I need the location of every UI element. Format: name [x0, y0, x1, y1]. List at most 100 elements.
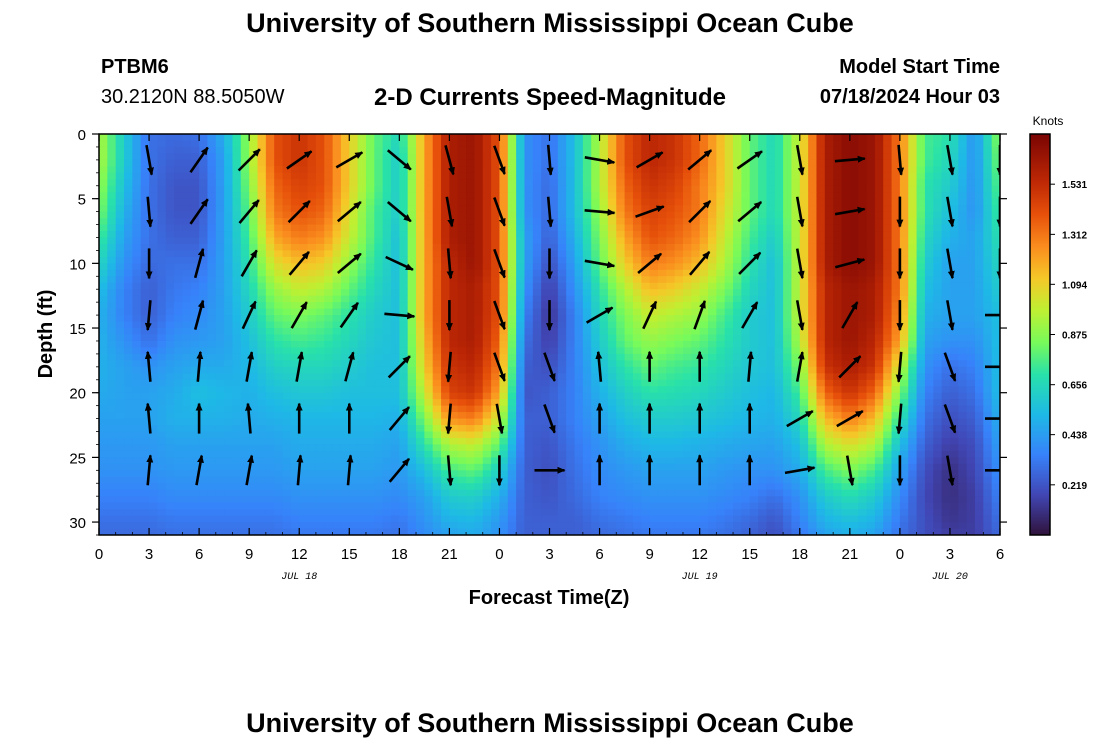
heatmap-cell [257, 347, 267, 355]
heatmap-cell [991, 379, 1000, 387]
heatmap-cell [899, 179, 909, 187]
heatmap-cell [657, 185, 667, 193]
heatmap-cell [332, 276, 342, 284]
heatmap-cell [466, 308, 476, 316]
heatmap-cell [140, 198, 150, 206]
heatmap-cell [432, 412, 442, 420]
heatmap-cell [708, 353, 717, 361]
heatmap-cell [165, 399, 175, 407]
heatmap-cell [607, 289, 617, 297]
heatmap-cell [624, 418, 634, 426]
heatmap-cell [924, 224, 934, 232]
heatmap-cell [716, 218, 726, 226]
heatmap-cell [833, 166, 843, 174]
heatmap-cell [866, 192, 876, 200]
heatmap-cell [841, 256, 851, 264]
heatmap-cell [290, 340, 300, 349]
heatmap-cell [741, 172, 751, 180]
heatmap-cell [115, 263, 125, 271]
heatmap-cell [432, 289, 442, 297]
heatmap-cell [666, 302, 676, 310]
heatmap-cell [632, 412, 642, 420]
heatmap-cell [365, 166, 375, 174]
heatmap-cell [357, 250, 367, 258]
heatmap-cell [240, 256, 250, 264]
heatmap-cell [240, 379, 250, 387]
heatmap-cell [824, 334, 834, 342]
heatmap-cell [457, 302, 467, 310]
heatmap-cell [390, 302, 400, 310]
heatmap-cell [541, 347, 551, 355]
heatmap-cell [741, 308, 751, 316]
heatmap-cell [174, 179, 184, 187]
heatmap-cell [499, 140, 509, 148]
heatmap-cell [207, 211, 217, 219]
heatmap-cell [599, 392, 609, 400]
heatmap-cell [833, 302, 843, 310]
heatmap-cell [991, 289, 1000, 297]
heatmap-cell [340, 146, 350, 155]
heatmap-cell [616, 289, 626, 297]
heatmap-cell [557, 166, 567, 174]
heatmap-cell [991, 412, 1000, 420]
heatmap-cell [566, 211, 576, 219]
heatmap-cell [599, 159, 609, 167]
heatmap-cell [274, 366, 284, 374]
heatmap-cell [424, 198, 434, 206]
heatmap-cell [666, 134, 676, 142]
heatmap-cell [983, 140, 993, 148]
heatmap-cell [416, 146, 425, 155]
heatmap-cell [574, 166, 584, 174]
heatmap-cell [808, 192, 818, 200]
heatmap-cell [799, 159, 809, 167]
heatmap-cell [257, 373, 267, 381]
heatmap-cell [824, 140, 834, 148]
heatmap-cell [390, 405, 400, 413]
heatmap-cell [107, 140, 117, 148]
heatmap-cell [482, 302, 492, 310]
heatmap-cell [390, 250, 400, 258]
heatmap-cell [274, 205, 284, 213]
heatmap-cell [716, 412, 726, 420]
heatmap-cell [883, 224, 893, 232]
heatmap-cell [557, 231, 567, 239]
heatmap-cell [883, 340, 893, 349]
heatmap-cell [499, 231, 509, 239]
heatmap-cell [132, 418, 142, 426]
heatmap-cell [240, 308, 250, 316]
heatmap-cell [524, 166, 534, 174]
heatmap-cell [632, 418, 642, 426]
heatmap-cell [524, 379, 534, 387]
heatmap-cell [491, 263, 501, 271]
heatmap-cell [824, 146, 834, 155]
heatmap-cell [107, 425, 117, 433]
heatmap-cell [632, 192, 642, 200]
heatmap-cell [699, 386, 709, 394]
heatmap-cell [224, 315, 234, 323]
heatmap-cell [466, 211, 476, 219]
heatmap-cell [107, 256, 117, 264]
heatmap-cell [616, 379, 626, 387]
heatmap-cell [249, 243, 259, 252]
heatmap-cell [165, 153, 175, 161]
heatmap-cell [607, 405, 617, 413]
heatmap-cell [374, 425, 384, 433]
heatmap-cell [716, 134, 726, 142]
heatmap-cell [649, 386, 659, 394]
heatmap-cell [224, 379, 234, 387]
heatmap-cell [115, 146, 125, 155]
heatmap-cell [833, 243, 843, 252]
heatmap-cell [232, 302, 242, 310]
heatmap-cell [432, 360, 442, 368]
heatmap-cell [783, 340, 793, 349]
heatmap-cell [340, 360, 350, 368]
heatmap-cell [315, 166, 325, 174]
heatmap-cell [549, 192, 559, 200]
heatmap-cell [616, 276, 626, 284]
heatmap-cell [632, 237, 642, 245]
heatmap-cell [841, 140, 851, 148]
heatmap-cell [307, 360, 317, 368]
heatmap-cell [274, 172, 284, 180]
heatmap-cell [599, 146, 609, 155]
heatmap-cell [549, 185, 559, 193]
